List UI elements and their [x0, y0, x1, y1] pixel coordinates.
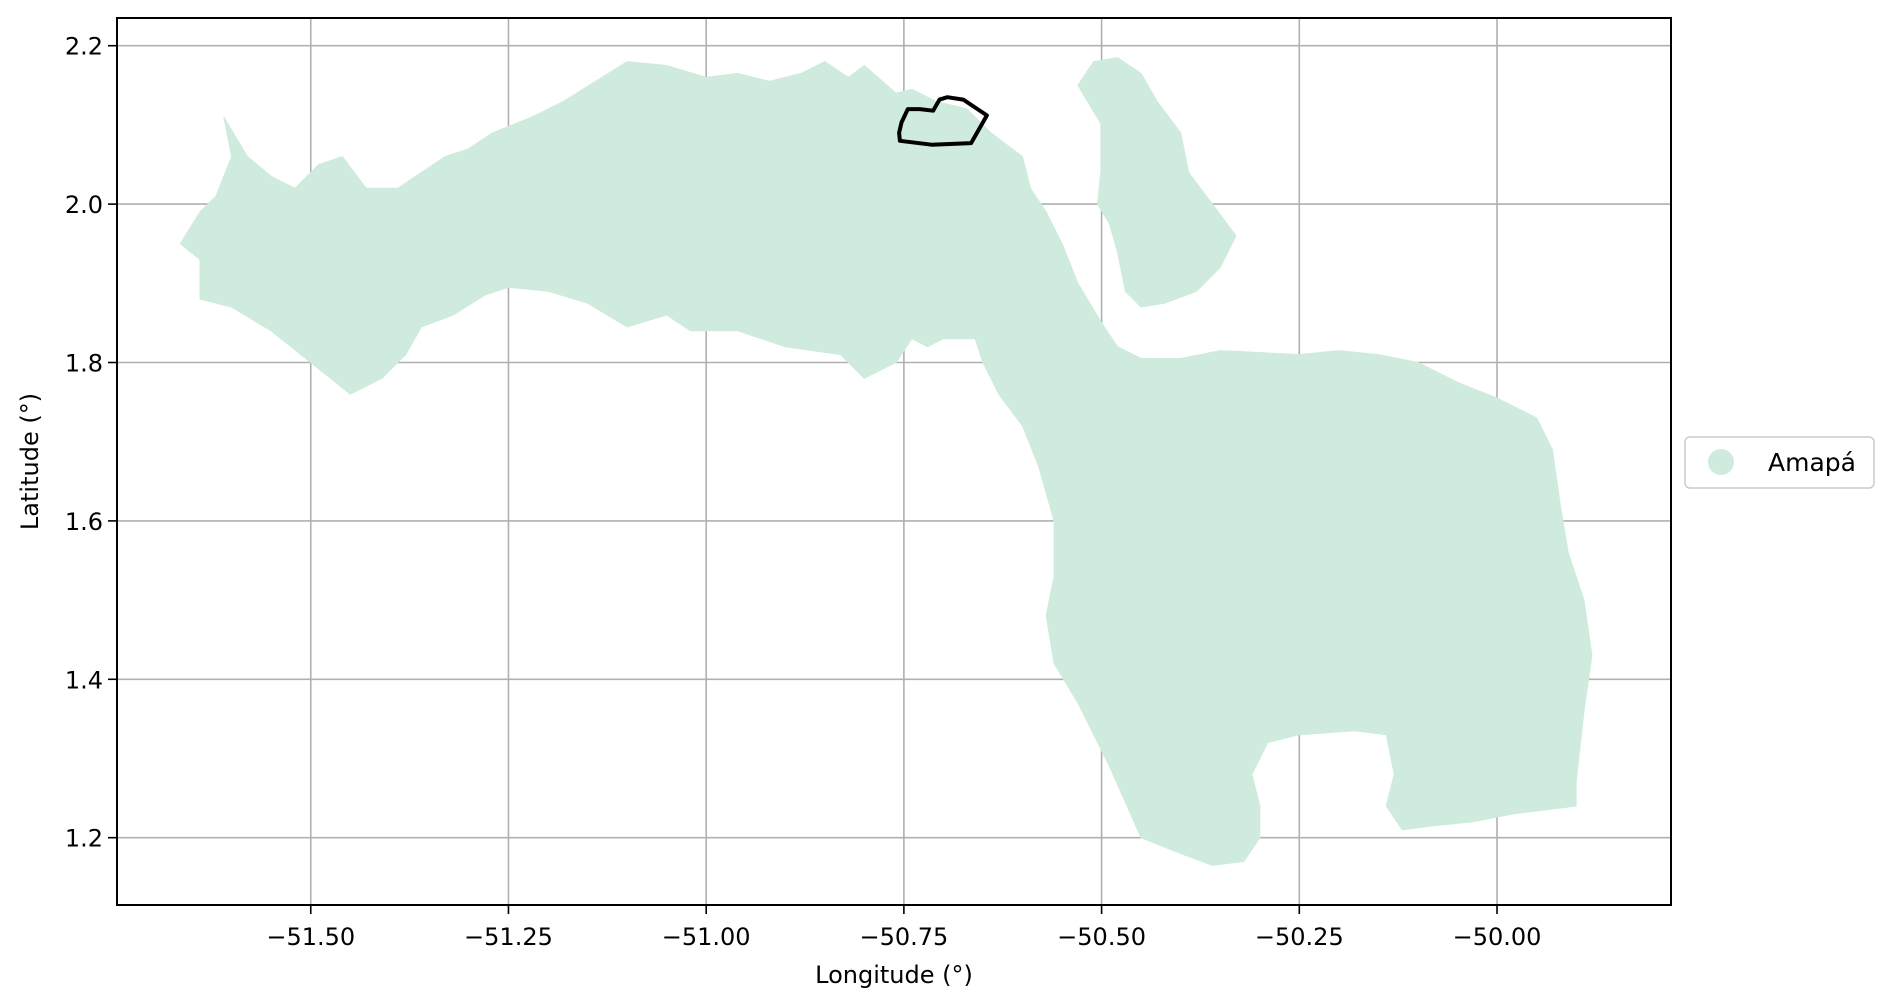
y-tick-label: 1.4	[65, 666, 103, 694]
x-tick-label: −50.25	[1255, 923, 1344, 951]
x-axis-label: Longitude (°)	[815, 961, 973, 989]
y-tick-label: 2.0	[65, 191, 103, 219]
y-tick-label: 1.2	[65, 825, 103, 853]
y-tick-label: 2.2	[65, 33, 103, 61]
region-mainland	[179, 61, 1593, 866]
y-tick-label: 1.6	[65, 508, 103, 536]
x-tick-label: −50.50	[1057, 923, 1146, 951]
legend-marker-amapa	[1708, 449, 1734, 475]
x-tick-label: −50.75	[859, 923, 948, 951]
region-island	[1077, 57, 1237, 308]
y-axis-label: Latitude (°)	[16, 393, 44, 530]
x-axis-ticks: −51.50 −51.25 −51.00 −50.75 −50.50 −50.25 −50.…	[266, 905, 1541, 951]
axes-frame	[116, 17, 1672, 906]
x-tick-label: −50.00	[1453, 923, 1542, 951]
map-regions	[179, 57, 1593, 866]
legend-box	[1684, 436, 1875, 489]
legend-label-amapa: Amapá	[1768, 448, 1856, 477]
highlight-outline-path	[897, 95, 989, 147]
x-tick-label: −51.50	[266, 923, 355, 951]
y-axis-ticks: 1.2 1.4 1.6 1.8 2.0 2.2	[65, 33, 117, 853]
highlight-outline	[897, 95, 989, 147]
x-tick-label: −51.25	[464, 923, 553, 951]
legend: Amapá	[1684, 436, 1875, 489]
y-tick-label: 1.8	[65, 350, 103, 378]
x-tick-label: −51.00	[662, 923, 751, 951]
